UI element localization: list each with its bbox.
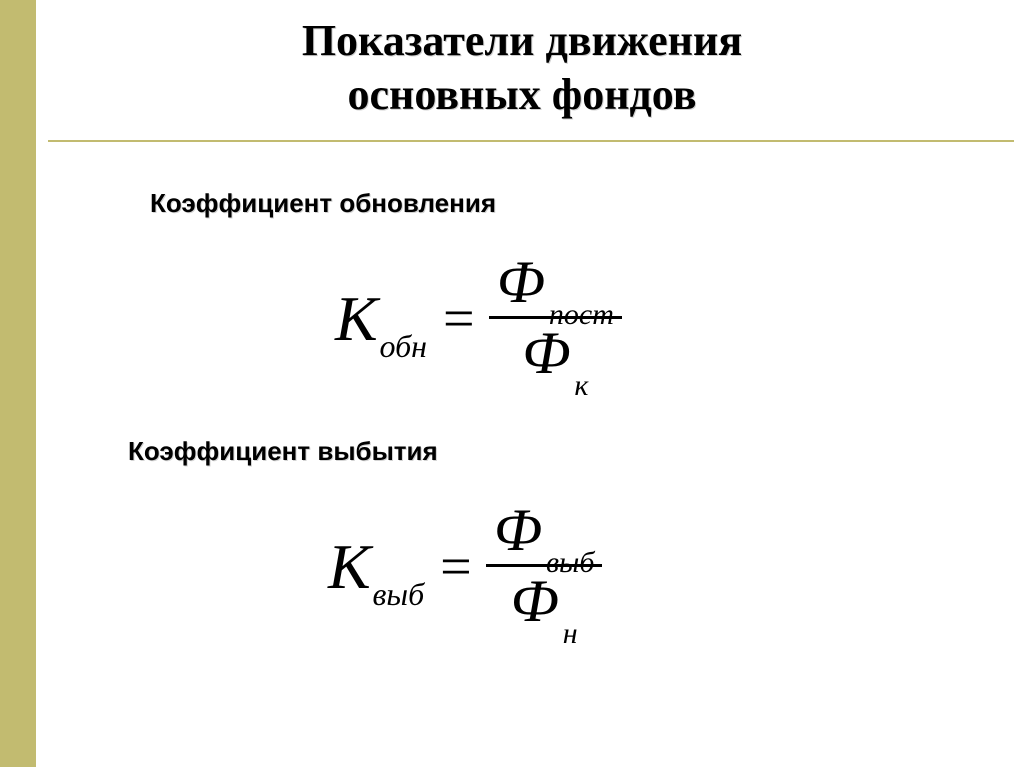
- lhs-subscript: обн: [380, 328, 428, 365]
- numerator: Ф пост: [489, 252, 622, 314]
- formula-renewal: К обн = Ф пост Ф к: [335, 252, 622, 385]
- den-variable: Ф: [511, 571, 559, 631]
- formula-retirement: К выб = Ф выб Ф н: [328, 500, 602, 633]
- num-variable: Ф: [494, 500, 542, 560]
- den-subscript: н: [563, 617, 578, 651]
- slide-title: Показатели движения основных фондов: [60, 14, 984, 121]
- lhs-variable: К: [328, 535, 371, 599]
- fraction: Ф выб Ф н: [486, 500, 603, 633]
- fraction: Ф пост Ф к: [489, 252, 622, 385]
- title-line-1: Показатели движения: [60, 14, 984, 68]
- equals-sign: =: [440, 535, 472, 599]
- lhs-subscript: выб: [373, 576, 425, 613]
- slide: Показатели движения основных фондов Коэф…: [0, 0, 1024, 767]
- numerator: Ф выб: [486, 500, 603, 562]
- lhs-variable: К: [335, 287, 378, 351]
- equals-sign: =: [443, 287, 475, 351]
- num-variable: Ф: [497, 252, 545, 312]
- den-subscript: к: [574, 369, 588, 403]
- section1-heading: Коэффициент обновления: [150, 188, 496, 219]
- section2-heading: Коэффициент выбытия: [128, 436, 438, 467]
- num-subscript: пост: [549, 298, 614, 332]
- num-subscript: выб: [546, 546, 594, 580]
- title-underline: [48, 140, 1014, 142]
- den-variable: Ф: [522, 323, 570, 383]
- accent-stripe: [0, 0, 36, 767]
- title-line-2: основных фондов: [60, 68, 984, 122]
